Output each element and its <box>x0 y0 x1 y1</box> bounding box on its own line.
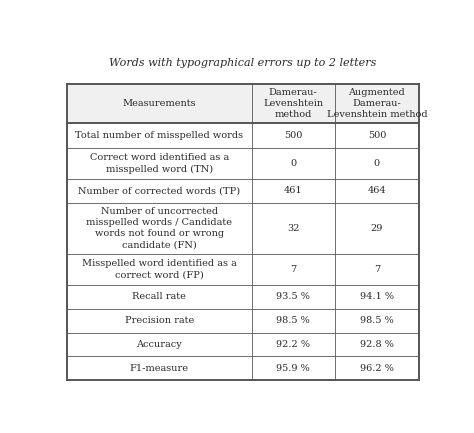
Text: Misspelled word identified as a
correct word (FP): Misspelled word identified as a correct … <box>82 259 237 280</box>
Text: 0: 0 <box>290 159 296 168</box>
Text: Total number of misspelled words: Total number of misspelled words <box>75 131 243 140</box>
Text: Augmented
Damerau-
Levenshtein method: Augmented Damerau- Levenshtein method <box>327 87 427 119</box>
Text: Damerau-
Levenshtein
method: Damerau- Levenshtein method <box>263 87 323 119</box>
Text: 93.5 %: 93.5 % <box>276 292 310 301</box>
Text: 32: 32 <box>287 224 300 233</box>
Text: 94.1 %: 94.1 % <box>360 292 394 301</box>
Text: 96.2 %: 96.2 % <box>360 364 394 373</box>
Text: Measurements: Measurements <box>122 99 196 108</box>
Text: 500: 500 <box>284 131 302 140</box>
Text: 92.2 %: 92.2 % <box>276 340 310 349</box>
Text: 0: 0 <box>374 159 380 168</box>
Text: 7: 7 <box>290 265 296 274</box>
Text: Accuracy: Accuracy <box>137 340 182 349</box>
Text: 92.8 %: 92.8 % <box>360 340 394 349</box>
Text: Number of corrected words (TP): Number of corrected words (TP) <box>78 186 240 195</box>
Text: 98.5 %: 98.5 % <box>276 316 310 325</box>
Text: 500: 500 <box>368 131 386 140</box>
Text: Correct word identified as a
misspelled word (TN): Correct word identified as a misspelled … <box>90 153 229 174</box>
Text: 461: 461 <box>284 186 302 195</box>
Text: 98.5 %: 98.5 % <box>360 316 394 325</box>
Text: Recall rate: Recall rate <box>132 292 186 301</box>
Text: 95.9 %: 95.9 % <box>276 364 310 373</box>
Text: Precision rate: Precision rate <box>125 316 194 325</box>
Text: Words with typographical errors up to 2 letters: Words with typographical errors up to 2 … <box>109 58 377 68</box>
Text: 29: 29 <box>371 224 383 233</box>
Text: 464: 464 <box>368 186 386 195</box>
Text: Number of uncorrected
misspelled words / Candidate
words not found or wrong
cand: Number of uncorrected misspelled words /… <box>86 207 232 249</box>
Text: 7: 7 <box>374 265 380 274</box>
Text: F1-measure: F1-measure <box>130 364 189 373</box>
